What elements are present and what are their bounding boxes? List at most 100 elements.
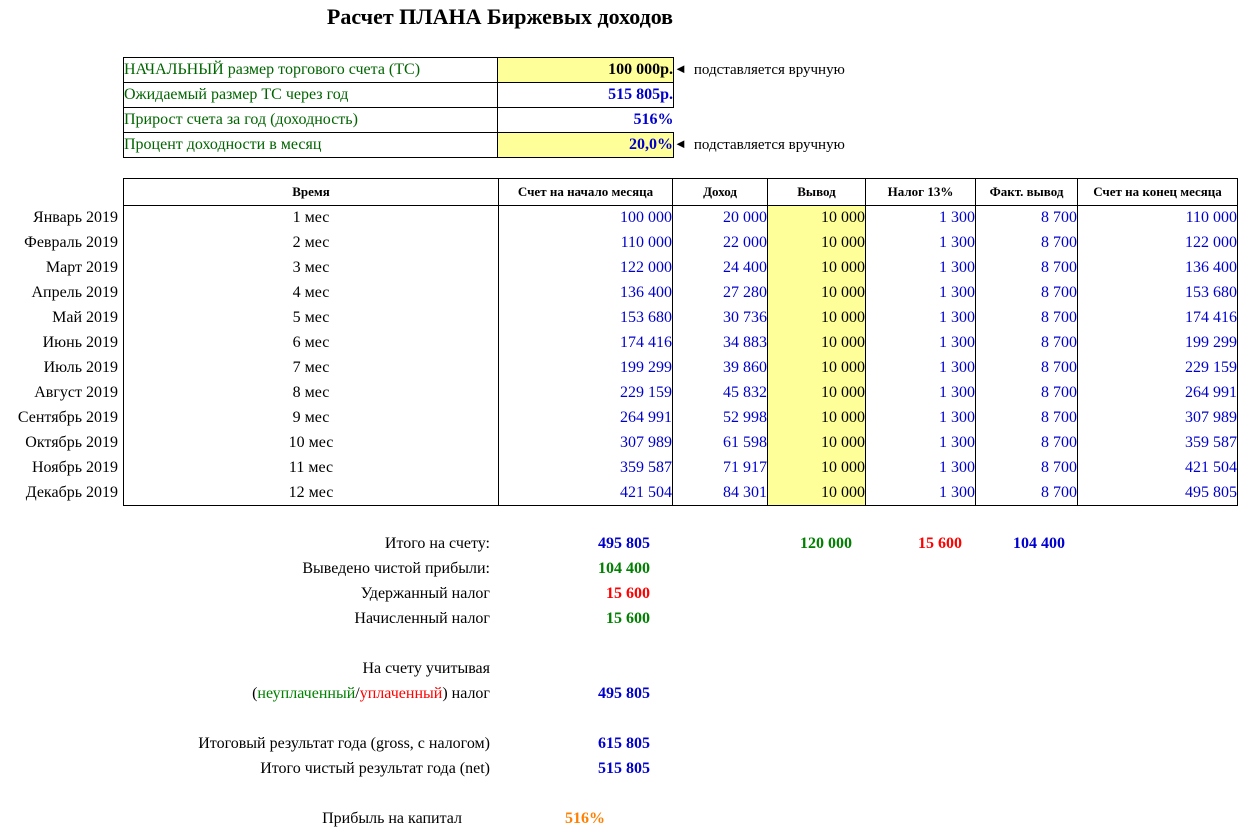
slash: / [355, 685, 360, 702]
manual-input-note: ◄ подставляется вручную [674, 133, 1094, 158]
cell-end: 136 400 [1077, 255, 1238, 281]
cell-time: 9 мес [123, 405, 499, 431]
cell-start: 110 000 [498, 230, 673, 256]
manual-input-note: ◄ подставляется вручную [674, 58, 1094, 83]
summary-value-total-tax: 15 600 [918, 535, 962, 552]
cell-withdraw[interactable]: 10 000 [767, 380, 866, 406]
cell-end: 153 680 [1077, 280, 1238, 306]
cell-withdraw[interactable]: 10 000 [767, 355, 866, 381]
cell-withdraw[interactable]: 10 000 [767, 455, 866, 481]
summary-label-including-tax-line1: На счету учитывая [362, 660, 490, 677]
unpaid-tax-word: неуплаченный [257, 685, 356, 702]
cell-time: 11 мес [123, 455, 499, 481]
cell-income: 39 860 [672, 355, 768, 381]
cell-time: 1 мес [123, 205, 499, 231]
cell-start: 174 416 [498, 330, 673, 356]
cell-start: 264 991 [498, 405, 673, 431]
cell-fact: 8 700 [975, 305, 1078, 331]
table-header-row: Время Счет на начало месяца Доход Вывод … [123, 178, 1238, 206]
cell-start: 136 400 [498, 280, 673, 306]
cell-withdraw[interactable]: 10 000 [767, 230, 866, 256]
cell-income: 84 301 [672, 480, 768, 506]
page-title: Расчет ПЛАНА Биржевых доходов [326, 4, 674, 29]
table-row: 1 мес 100 000 20 000 10 000 1 300 8 700 110 00… [123, 205, 1238, 231]
month-label: Август 2019 [34, 384, 118, 401]
cell-start: 100 000 [498, 205, 673, 231]
cell-income: 45 832 [672, 380, 768, 406]
form-label-annual-return: Прирост счета за год (доходность) [123, 107, 498, 133]
cell-fact: 8 700 [975, 430, 1078, 456]
summary-value-net-withdrawn: 104 400 [598, 560, 650, 577]
cell-fact: 8 700 [975, 330, 1078, 356]
cell-fact: 8 700 [975, 230, 1078, 256]
cell-withdraw[interactable]: 10 000 [767, 480, 866, 506]
summary-label-tax-withheld: Удержанный налог [360, 585, 490, 602]
table-row: 12 мес 421 504 84 301 10 000 1 300 8 700 495 8… [123, 480, 1238, 506]
summary-value-total-withdraw: 120 000 [800, 535, 852, 552]
cell-withdraw[interactable]: 10 000 [767, 430, 866, 456]
cell-income: 22 000 [672, 230, 768, 256]
cell-income: 20 000 [672, 205, 768, 231]
cell-income: 52 998 [672, 405, 768, 431]
form-label-initial-account: НАЧАЛЬНЫЙ размер торгового счета (ТС) [123, 57, 498, 83]
summary-label-including-tax-line2: (неуплаченный/уплаченный) налог [0, 681, 497, 706]
cell-start: 307 989 [498, 430, 673, 456]
form-note-empty [674, 108, 1094, 133]
column-header-time: Время [123, 178, 499, 206]
cell-fact: 8 700 [975, 255, 1078, 281]
month-column: Январь 2019 Февраль 2019 Март 2019 Апрель 2… [0, 205, 118, 505]
cell-end: 307 989 [1077, 405, 1238, 431]
paid-tax-word: уплаченный [359, 685, 443, 702]
monthly-return-input[interactable]: 20,0% [497, 132, 674, 158]
summary-label-capital-profit: Прибыль на капитал [322, 810, 462, 827]
bracket-open: ( [252, 685, 258, 702]
table-body: 1 мес 100 000 20 000 10 000 1 300 8 700 110 00… [123, 205, 1238, 506]
cell-end: 229 159 [1077, 355, 1238, 381]
table-row: 9 мес 264 991 52 998 10 000 1 300 8 700 307 98… [123, 405, 1238, 431]
cell-time: 2 мес [123, 230, 499, 256]
month-label: Июнь 2019 [42, 334, 118, 351]
cell-time: 8 мес [123, 380, 499, 406]
cell-end: 110 000 [1077, 205, 1238, 231]
summary-value-tax-accrued: 15 600 [606, 610, 650, 627]
cell-tax: 1 300 [865, 230, 976, 256]
table-row: 7 мес 199 299 39 860 10 000 1 300 8 700 229 15… [123, 355, 1238, 381]
column-header-end: Счет на конец месяца [1077, 178, 1238, 206]
cell-fact: 8 700 [975, 480, 1078, 506]
summary-label-total: Итого на счету: [384, 535, 490, 552]
cell-tax: 1 300 [865, 380, 976, 406]
cell-withdraw[interactable]: 10 000 [767, 280, 866, 306]
cell-tax: 1 300 [865, 205, 976, 231]
cell-income: 27 280 [672, 280, 768, 306]
annual-return-value: 516% [497, 107, 674, 133]
form-row: НАЧАЛЬНЫЙ размер торгового счета (ТС) 10… [123, 57, 1094, 83]
summary-label-gross-result: Итоговый результат года (gross, с налого… [198, 735, 490, 752]
cell-start: 122 000 [498, 255, 673, 281]
initial-account-input[interactable]: 100 000р. [497, 57, 674, 83]
cell-withdraw[interactable]: 10 000 [767, 205, 866, 231]
cell-end: 199 299 [1077, 330, 1238, 356]
table-row: 3 мес 122 000 24 400 10 000 1 300 8 700 136 40… [123, 255, 1238, 281]
column-header-tax: Налог 13% [865, 178, 976, 206]
cell-fact: 8 700 [975, 380, 1078, 406]
summary-value-gross-result: 615 805 [598, 735, 650, 752]
summary-value-total-fact: 104 400 [1013, 535, 1065, 552]
column-header-start: Счет на начало месяца [498, 178, 673, 206]
summary-value-total-account: 495 805 [598, 535, 650, 552]
cell-end: 495 805 [1077, 480, 1238, 506]
cell-tax: 1 300 [865, 455, 976, 481]
summary-value-tax-withheld: 15 600 [606, 585, 650, 602]
month-label: Декабрь 2019 [25, 484, 118, 501]
form-row: Ожидаемый размер ТС через год 515 805р. [123, 82, 1094, 108]
cell-time: 6 мес [123, 330, 499, 356]
cell-tax: 1 300 [865, 330, 976, 356]
cell-fact: 8 700 [975, 455, 1078, 481]
cell-start: 229 159 [498, 380, 673, 406]
cell-withdraw[interactable]: 10 000 [767, 405, 866, 431]
table-row: 8 мес 229 159 45 832 10 000 1 300 8 700 264 99… [123, 380, 1238, 406]
cell-withdraw[interactable]: 10 000 [767, 255, 866, 281]
cell-end: 122 000 [1077, 230, 1238, 256]
cell-withdraw[interactable]: 10 000 [767, 305, 866, 331]
cell-withdraw[interactable]: 10 000 [767, 330, 866, 356]
